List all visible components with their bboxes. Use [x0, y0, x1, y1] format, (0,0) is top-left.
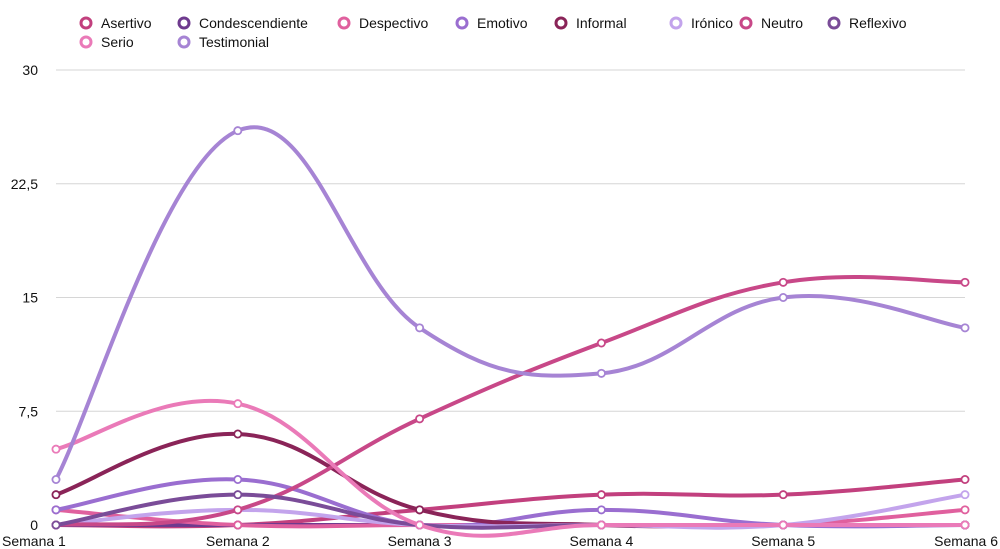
legend-item-condescendiente: Condescendiente	[177, 15, 308, 31]
data-point-testimonial	[51, 474, 61, 484]
series-line-serio	[54, 398, 967, 538]
y-tick-label: 0	[30, 517, 38, 533]
legend-item-testimonial: Testimonial	[177, 34, 269, 50]
legend-label: Emotivo	[477, 15, 528, 31]
y-tick-label: 22,5	[11, 176, 38, 192]
legend-marker	[739, 16, 753, 30]
data-point-informal	[415, 505, 425, 515]
data-point-neutro	[233, 505, 243, 515]
y-tick-label: 7,5	[19, 403, 39, 419]
data-point-serio	[233, 399, 243, 409]
data-point-emotivo	[596, 505, 606, 515]
data-point-despectivo	[233, 520, 243, 530]
data-point-serio	[415, 520, 425, 530]
data-point-serio	[596, 520, 606, 530]
series-line-neutro	[54, 274, 967, 527]
y-tick-label: 15	[22, 290, 38, 306]
data-point-serio	[960, 520, 970, 530]
series-serio	[51, 398, 970, 538]
legend-item-ironico: Irónico	[669, 15, 733, 31]
legend-item-serio: Serio	[79, 34, 134, 50]
data-point-ironico	[960, 490, 970, 500]
x-tick-label: Semana 1	[2, 533, 66, 549]
data-point-testimonial	[415, 323, 425, 333]
data-point-serio	[778, 520, 788, 530]
x-axis: Semana 1 Semana 2 Semana 3 Semana 4 Semana 5…	[2, 533, 998, 549]
data-point-neutro	[960, 277, 970, 287]
data-point-testimonial	[233, 126, 243, 136]
data-point-emotivo	[233, 474, 243, 484]
legend-label: Neutro	[761, 15, 803, 31]
data-point-testimonial	[778, 292, 788, 302]
legend-marker	[177, 35, 191, 49]
legend-label: Irónico	[691, 15, 733, 31]
legend-label: Despectivo	[359, 15, 428, 31]
legend-item-despectivo: Despectivo	[337, 15, 428, 31]
data-point-reflexivo	[233, 490, 243, 500]
legend-marker	[337, 16, 351, 30]
legend-label: Condescendiente	[199, 15, 308, 31]
x-tick-label: Semana 6	[934, 533, 998, 549]
data-point-testimonial	[596, 368, 606, 378]
legend-marker	[455, 16, 469, 30]
data-point-asertivo	[778, 490, 788, 500]
data-point-neutro	[596, 338, 606, 348]
legend-item-asertivo: Asertivo	[79, 15, 152, 31]
data-point-reflexivo	[51, 520, 61, 530]
data-point-asertivo	[960, 474, 970, 484]
legend-marker	[177, 16, 191, 30]
legend-label: Informal	[576, 15, 627, 31]
data-point-neutro	[778, 277, 788, 287]
x-tick-label: Semana 3	[388, 533, 452, 549]
legend-item-reflexivo: Reflexivo	[827, 15, 907, 31]
data-point-serio	[51, 444, 61, 454]
legend-marker	[827, 16, 841, 30]
legend-label: Serio	[101, 34, 134, 50]
legend-item-informal: Informal	[554, 15, 627, 31]
y-tick-label: 30	[22, 62, 38, 78]
legend-marker	[79, 16, 93, 30]
legend-marker	[554, 16, 568, 30]
series-testimonial	[51, 125, 970, 484]
legend: Asertivo Condescendiente Despectivo Emotivo…	[79, 15, 907, 50]
data-point-testimonial	[960, 323, 970, 333]
series-line-testimonial	[54, 125, 967, 482]
data-point-emotivo	[51, 505, 61, 515]
legend-label: Reflexivo	[849, 15, 907, 31]
data-point-despectivo	[960, 505, 970, 515]
legend-label: Testimonial	[199, 34, 269, 50]
data-point-informal	[233, 429, 243, 439]
x-tick-label: Semana 4	[569, 533, 633, 549]
legend-item-emotivo: Emotivo	[455, 15, 528, 31]
data-point-informal	[51, 490, 61, 500]
y-axis: 0 7,5 15 22,5 30	[11, 62, 38, 533]
series-group	[51, 125, 970, 538]
legend-marker	[79, 35, 93, 49]
legend-label: Asertivo	[101, 15, 152, 31]
data-point-neutro	[415, 414, 425, 424]
legend-marker	[669, 16, 683, 30]
x-tick-label: Semana 5	[751, 533, 815, 549]
x-tick-label: Semana 2	[206, 533, 270, 549]
data-point-asertivo	[596, 490, 606, 500]
legend-item-neutro: Neutro	[739, 15, 803, 31]
